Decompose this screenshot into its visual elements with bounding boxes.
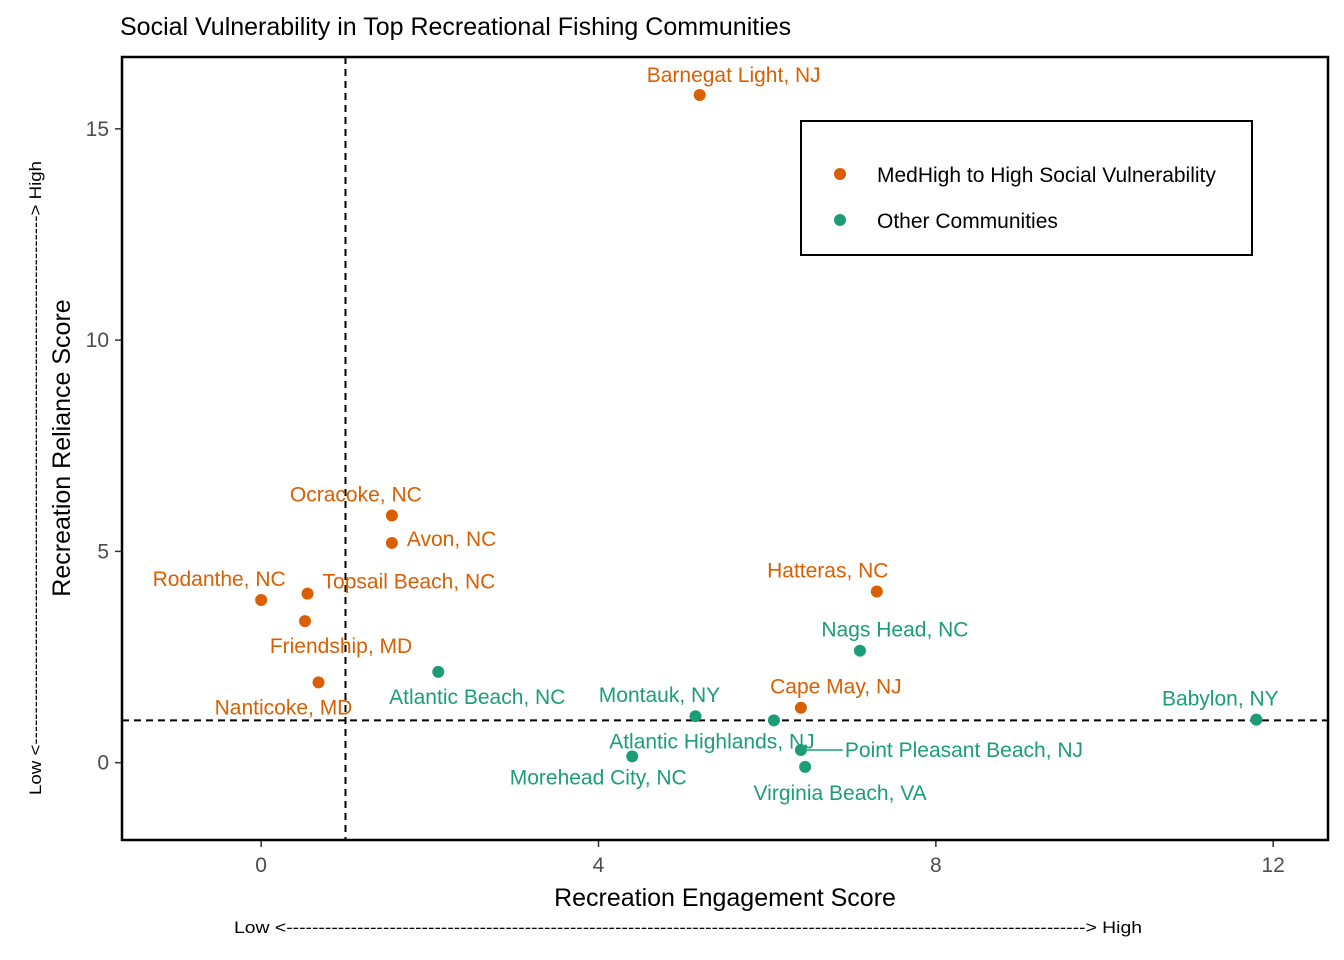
point-label: Montauk, NY: [599, 684, 720, 707]
legend-marker: [834, 168, 846, 180]
data-point: [689, 710, 702, 723]
data-point: [301, 587, 314, 600]
point-label: Point Pleasant Beach, NJ: [845, 739, 1083, 762]
x-axis-title: Recreation Engagement Score: [554, 884, 896, 912]
data-point: [799, 760, 812, 773]
point-label: Virginia Beach, VA: [754, 782, 927, 805]
point-label: Hatteras, NC: [767, 560, 888, 583]
plot-area: 0 4 8 12 0 5 10 15 Barnegat Light, NJ Ocracoke, N…: [86, 55, 1330, 877]
data-point: [794, 701, 807, 714]
point-label: Nags Head, NC: [821, 619, 968, 642]
point-label: Morehead City, NC: [510, 766, 687, 789]
data-point: [385, 536, 398, 549]
y-tick-label: 10: [86, 329, 109, 352]
y-tick-label: 0: [97, 752, 109, 775]
y-axis-direction-note: Low <-----------------------------------…: [26, 161, 45, 795]
data-point: [693, 89, 706, 102]
data-point: [870, 585, 883, 598]
data-point: [626, 750, 639, 763]
x-tick-label: 0: [255, 854, 267, 877]
data-point: [299, 615, 312, 628]
point-label: Cape May, NJ: [770, 676, 902, 699]
legend-label: Other Communities: [877, 210, 1058, 233]
x-tick-label: 8: [930, 854, 942, 877]
data-point: [794, 743, 807, 756]
legend-label: MedHigh to High Social Vulnerability: [877, 164, 1216, 187]
chart-title: Social Vulnerability in Top Recreational…: [120, 13, 791, 41]
x-axis-direction-note: Low <-----------------------------------…: [234, 918, 1142, 937]
point-label: Atlantic Beach, NC: [389, 686, 565, 709]
data-point: [255, 593, 268, 606]
point-label: Avon, NC: [407, 528, 497, 551]
point-label: Friendship, MD: [270, 635, 412, 658]
point-label: Ocracoke, NC: [290, 483, 422, 506]
x-tick-label: 4: [593, 854, 605, 877]
x-tick-label: 12: [1262, 854, 1285, 877]
data-point: [312, 676, 325, 689]
y-tick-label: 5: [97, 540, 109, 563]
data-point: [385, 509, 398, 522]
point-label: Nanticoke, MD: [215, 696, 353, 719]
point-label: Babylon, NY: [1162, 688, 1279, 711]
legend-box: [800, 120, 1253, 256]
y-axis-title: Recreation Reliance Score: [48, 299, 76, 596]
data-point: [767, 714, 780, 727]
point-label: Atlantic Highlands, NJ: [609, 730, 814, 753]
point-label: Topsail Beach, NC: [323, 571, 496, 594]
point-label: Barnegat Light, NJ: [647, 64, 821, 87]
legend-marker: [834, 214, 846, 226]
plot-border: [120, 55, 1330, 842]
y-tick-label: 15: [86, 118, 109, 141]
point-label: Rodanthe, NC: [153, 568, 286, 591]
data-point: [432, 665, 445, 678]
data-point: [853, 644, 866, 657]
data-point: [1250, 713, 1263, 726]
